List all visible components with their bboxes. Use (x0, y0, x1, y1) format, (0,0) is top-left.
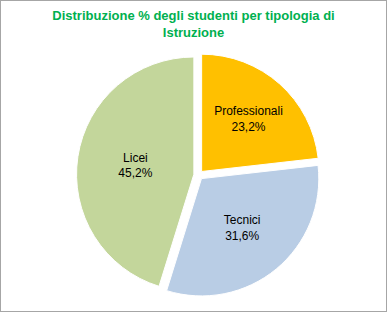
svg-text:Licei45,2%: Licei45,2% (118, 151, 152, 181)
svg-text:Tecnici31,6%: Tecnici31,6% (224, 213, 261, 243)
svg-text:Professionali23,2%: Professionali23,2% (214, 104, 283, 134)
svg-text:Distribuzione % degli studenti: Distribuzione % degli studenti per tipol… (52, 8, 334, 40)
